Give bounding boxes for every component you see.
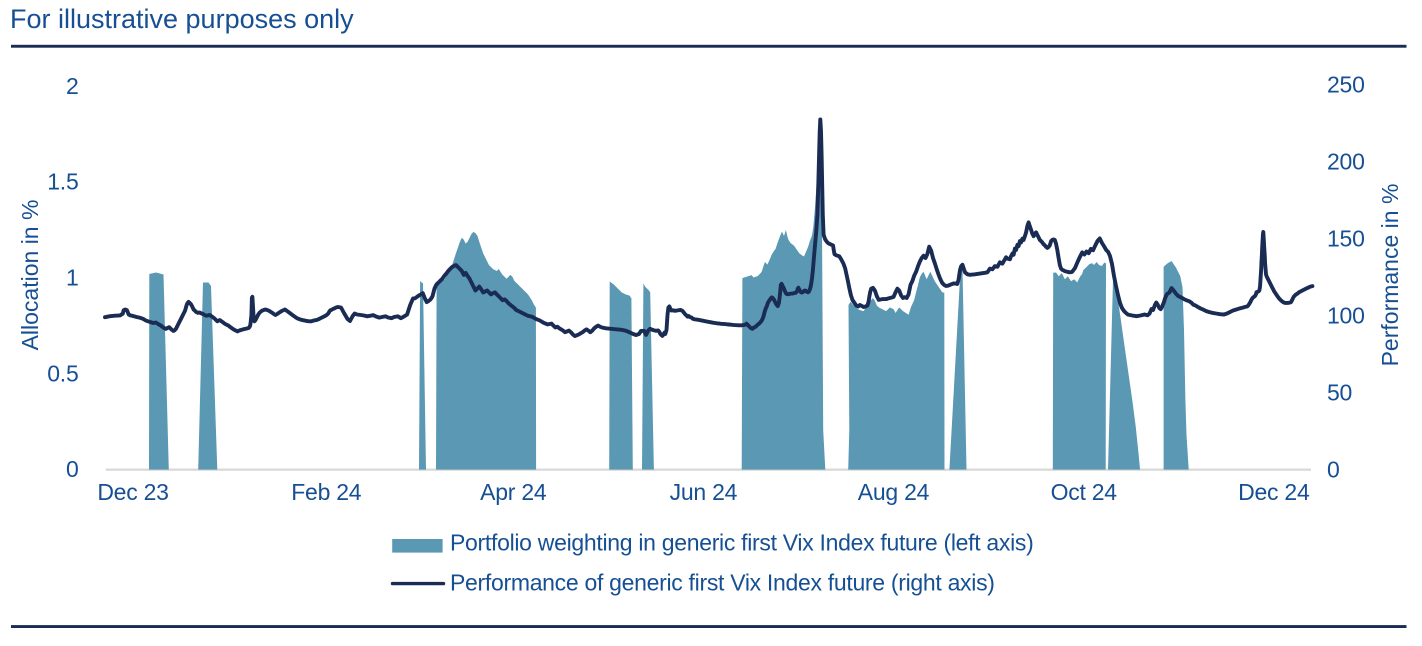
svg-text:Feb 24: Feb 24: [291, 479, 362, 505]
svg-text:For illustrative purposes only: For illustrative purposes only: [10, 4, 354, 34]
svg-text:Oct 24: Oct 24: [1051, 479, 1118, 505]
svg-text:Aug 24: Aug 24: [858, 479, 930, 505]
svg-text:0.5: 0.5: [47, 360, 78, 386]
svg-text:50: 50: [1327, 380, 1352, 406]
svg-text:Dec 23: Dec 23: [97, 479, 168, 505]
svg-text:Apr 24: Apr 24: [480, 479, 547, 505]
svg-text:1: 1: [66, 265, 79, 291]
svg-text:Portfolio weighting in generic: Portfolio weighting in generic first Vix…: [450, 529, 1033, 555]
svg-text:0: 0: [66, 456, 79, 482]
svg-text:Jun 24: Jun 24: [670, 479, 738, 505]
svg-text:150: 150: [1327, 226, 1365, 252]
svg-text:250: 250: [1327, 72, 1365, 98]
svg-text:100: 100: [1327, 303, 1365, 329]
svg-text:2: 2: [66, 73, 79, 99]
svg-text:1.5: 1.5: [47, 169, 78, 195]
svg-text:0: 0: [1327, 457, 1340, 483]
svg-text:Performance in %: Performance in %: [1377, 184, 1403, 367]
svg-text:200: 200: [1327, 149, 1365, 175]
svg-text:Dec 24: Dec 24: [1238, 479, 1310, 505]
svg-text:Performance of generic first V: Performance of generic first Vix Index f…: [450, 569, 995, 595]
svg-text:Allocation in %: Allocation in %: [17, 200, 43, 351]
